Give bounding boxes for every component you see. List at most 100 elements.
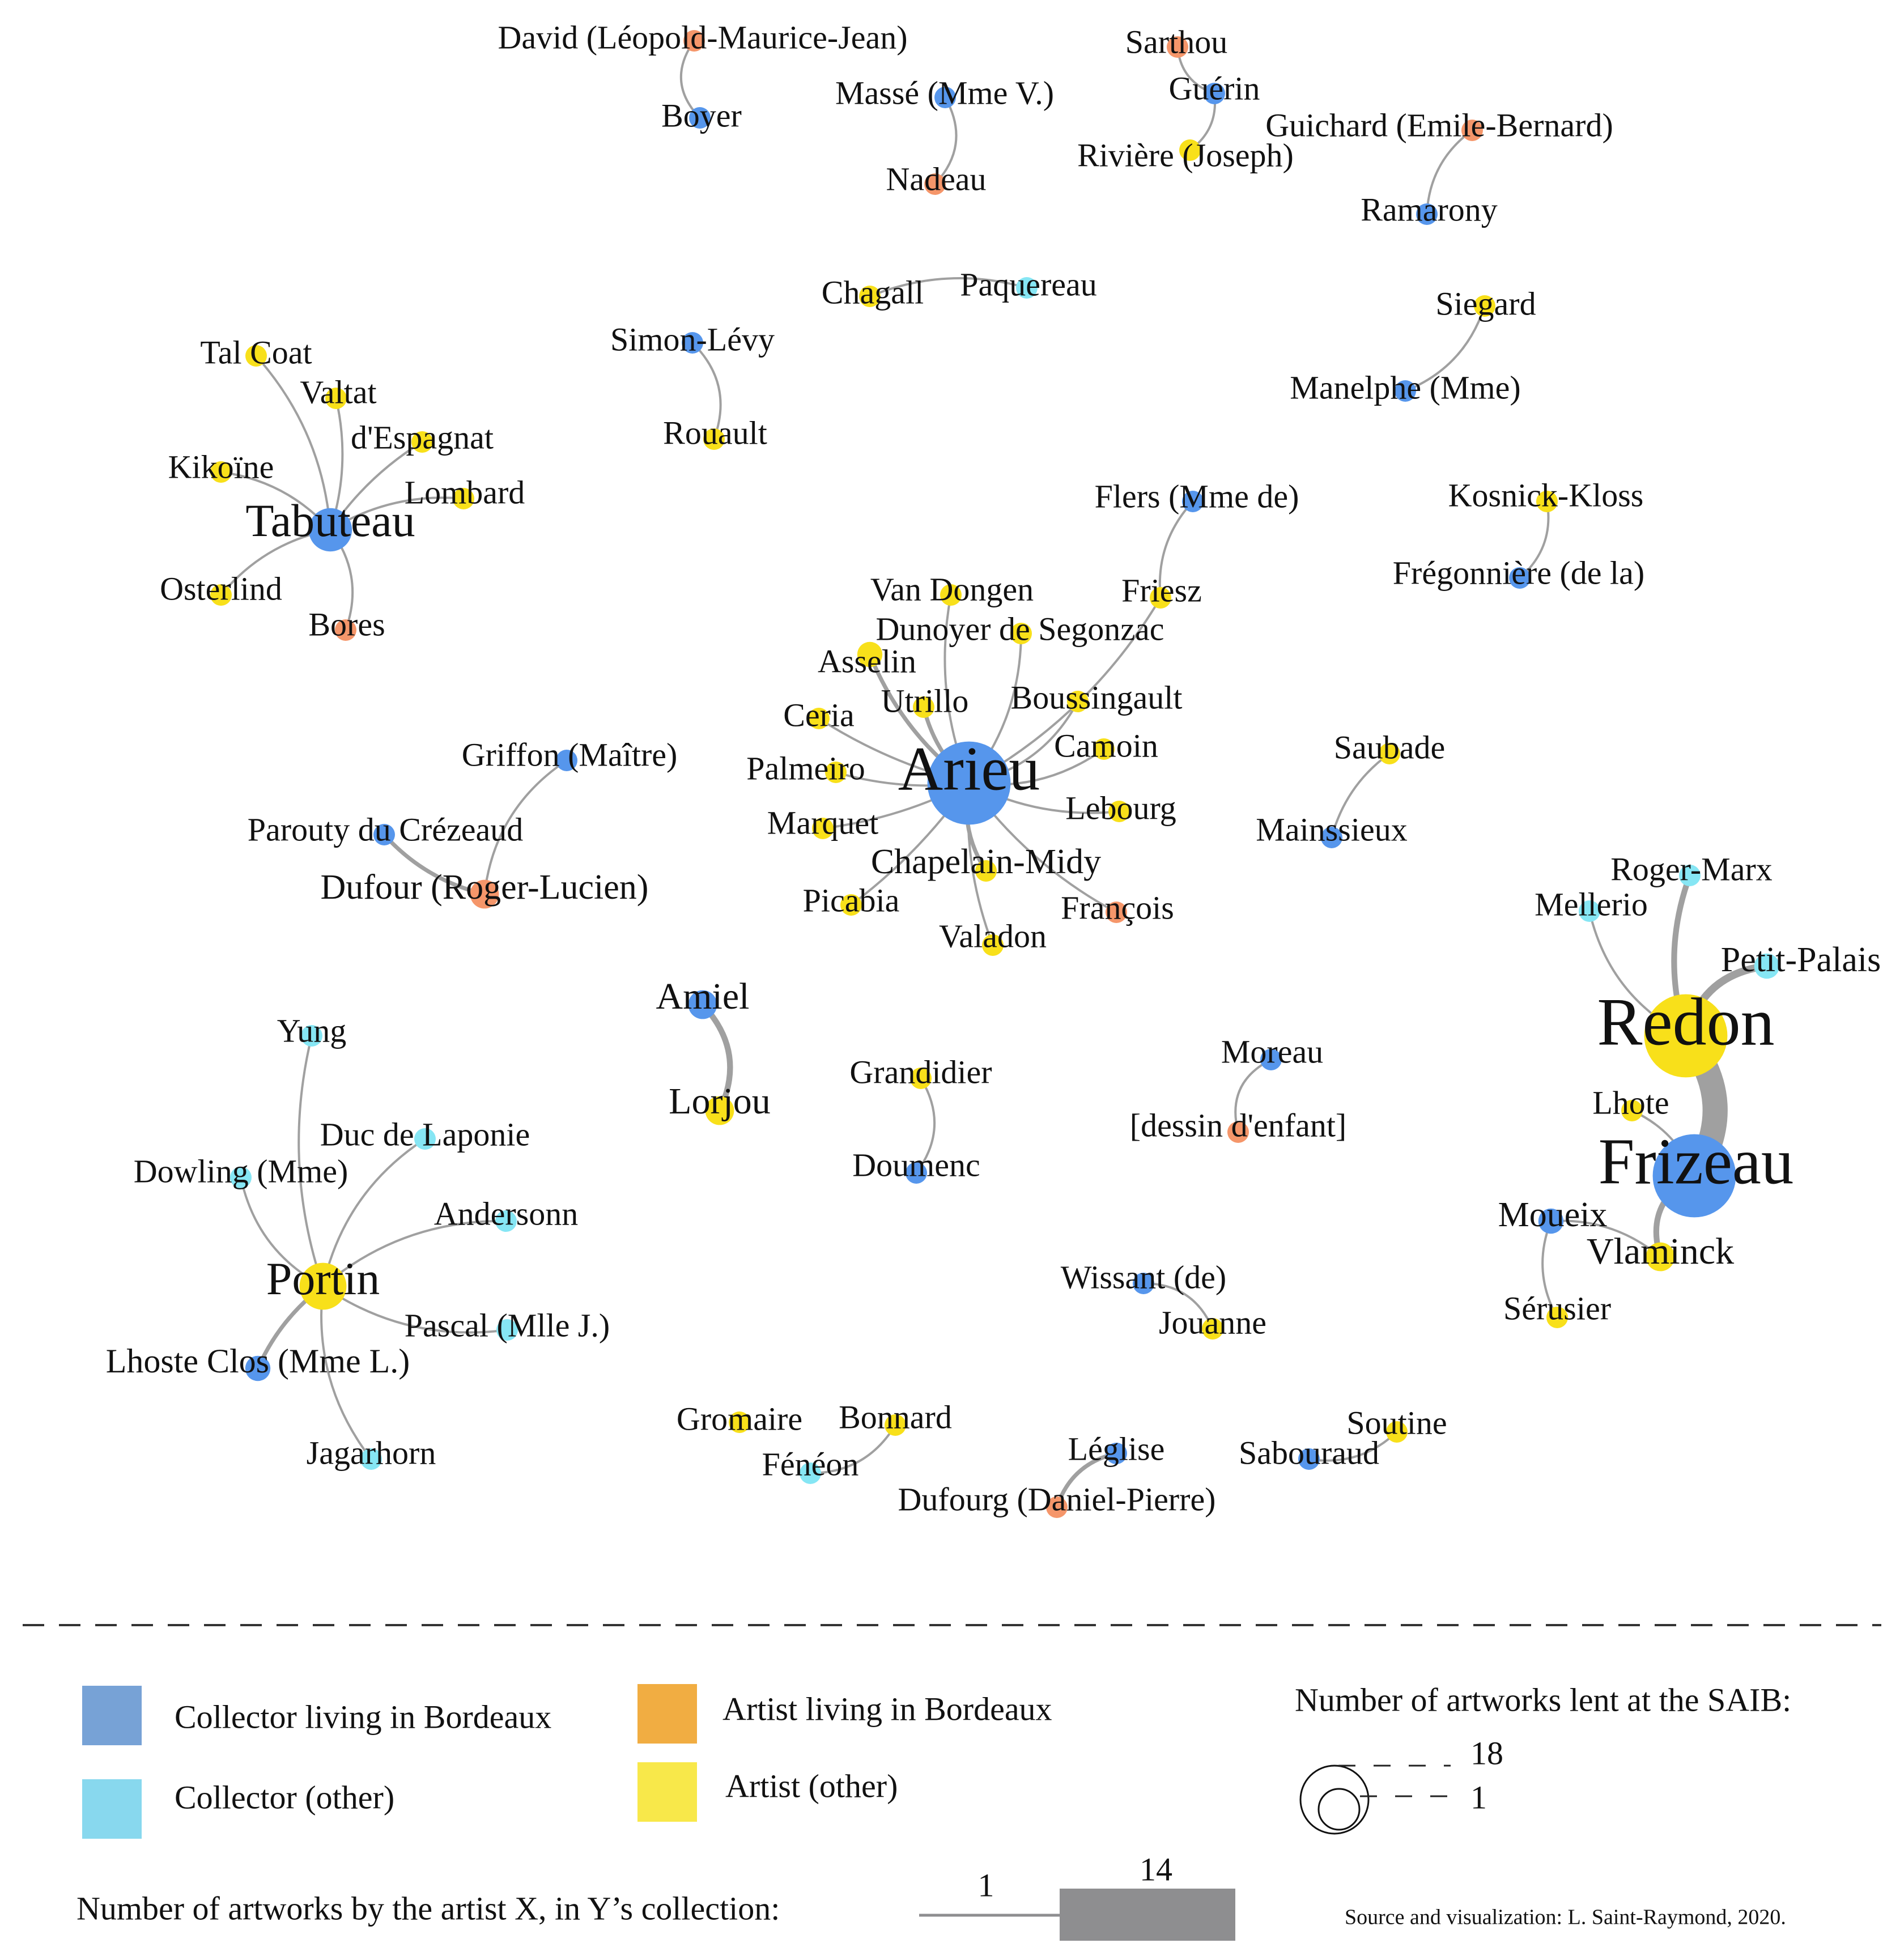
node-fregonniere[interactable] <box>1509 567 1531 589</box>
node-nadeau[interactable] <box>924 173 946 195</box>
node-label-talcoat: Tal Coat <box>200 334 312 371</box>
node-redon[interactable] <box>1644 994 1728 1078</box>
node-moueix[interactable] <box>1538 1208 1564 1234</box>
node-rogermarx[interactable] <box>1679 865 1701 886</box>
node-lhosteclos[interactable] <box>245 1355 271 1381</box>
edge-guichard-ramarony <box>1426 129 1473 215</box>
node-label-lebourg: Lebourg <box>1065 789 1176 826</box>
node-dessin[interactable] <box>1227 1121 1249 1143</box>
node-portin[interactable] <box>299 1262 347 1310</box>
node-valtat[interactable] <box>325 388 347 409</box>
node-jouanne[interactable] <box>1202 1318 1223 1340</box>
node-label-pascal: Pascal (Mlle J.) <box>405 1307 610 1343</box>
node-kikoine[interactable] <box>210 461 232 483</box>
node-dufour[interactable] <box>470 879 499 909</box>
node-ceria[interactable] <box>808 708 830 729</box>
node-label-masse: Massé (Mme V.) <box>835 74 1054 111</box>
legend-size-circle-max <box>1299 1765 1370 1835</box>
node-dufourg[interactable] <box>1046 1496 1068 1518</box>
node-camoin[interactable] <box>1093 738 1115 760</box>
node-label-redon: Redon <box>1597 984 1774 1060</box>
node-tabuteau[interactable] <box>308 508 352 552</box>
node-label-andersonn: Andersonn <box>434 1195 579 1232</box>
node-label-fregonniere: Frégonnière (de la) <box>1393 554 1644 591</box>
node-chagall[interactable] <box>859 286 881 307</box>
node-manelphe[interactable] <box>1395 380 1416 402</box>
node-doumenc[interactable] <box>906 1162 927 1184</box>
node-mellerio[interactable] <box>1579 900 1600 922</box>
node-despagnat[interactable] <box>411 431 433 453</box>
node-marquet[interactable] <box>812 818 834 839</box>
node-boussingault[interactable] <box>1067 691 1089 712</box>
node-masse[interactable] <box>934 87 956 108</box>
node-palmeiro[interactable] <box>825 762 847 783</box>
node-feneon[interactable] <box>800 1462 821 1484</box>
node-label-griffon: Griffon (Maître) <box>462 736 678 773</box>
node-guichard[interactable] <box>1461 120 1483 141</box>
node-saubade[interactable] <box>1379 743 1400 764</box>
node-pascal[interactable] <box>496 1319 518 1341</box>
node-andersonn[interactable] <box>495 1210 517 1232</box>
node-petitpalais[interactable] <box>1754 953 1780 979</box>
node-mainssieux[interactable] <box>1321 827 1342 848</box>
node-siegard[interactable] <box>1474 295 1495 317</box>
legend-label-collector-other: Collector (other) <box>175 1779 394 1816</box>
node-riviere[interactable] <box>1179 139 1201 161</box>
node-chapelain[interactable] <box>975 860 997 882</box>
node-label-saubade: Saubade <box>1334 729 1446 766</box>
node-amiel[interactable] <box>688 990 717 1019</box>
node-talcoat[interactable] <box>245 345 267 367</box>
node-leglise[interactable] <box>1106 1443 1127 1464</box>
node-jagarhorn[interactable] <box>360 1448 382 1470</box>
node-simonlevy[interactable] <box>682 332 703 354</box>
node-duclaponie[interactable] <box>414 1128 436 1150</box>
node-dunoyer[interactable] <box>1010 623 1032 644</box>
node-griffon[interactable] <box>556 750 577 771</box>
node-label-bonnard: Bonnard <box>839 1398 952 1435</box>
node-vlaminck[interactable] <box>1646 1242 1675 1272</box>
node-wissant[interactable] <box>1133 1273 1154 1294</box>
node-moreau[interactable] <box>1260 1049 1282 1070</box>
node-bonnard[interactable] <box>885 1414 906 1436</box>
node-flers[interactable] <box>1182 491 1204 512</box>
node-paquereau[interactable] <box>1016 277 1038 299</box>
node-serusier[interactable] <box>1546 1307 1568 1328</box>
node-soutine[interactable] <box>1386 1421 1408 1443</box>
node-arieu[interactable] <box>927 741 1011 825</box>
node-francois[interactable] <box>1106 902 1127 923</box>
node-parouty[interactable] <box>373 824 395 845</box>
node-frizeau[interactable] <box>1652 1134 1736 1218</box>
node-valadon[interactable] <box>982 934 1004 956</box>
node-yung[interactable] <box>301 1025 322 1047</box>
edge-moreau-dessin <box>1234 1058 1272 1133</box>
node-gromaire[interactable] <box>729 1411 750 1433</box>
edge-saubade-mainssieux <box>1331 752 1391 839</box>
node-sabouraud[interactable] <box>1298 1448 1320 1470</box>
node-utrillo[interactable] <box>913 696 934 718</box>
node-lhote[interactable] <box>1621 1100 1643 1121</box>
node-lebourg[interactable] <box>1108 801 1130 822</box>
node-label-amiel: Amiel <box>656 976 750 1017</box>
node-friesz[interactable] <box>1150 587 1171 609</box>
node-label-boussingault: Boussingault <box>1011 679 1183 716</box>
node-sarthou[interactable] <box>1167 36 1188 58</box>
node-kosnick[interactable] <box>1536 491 1558 512</box>
node-dowling[interactable] <box>230 1167 252 1188</box>
node-asselin[interactable] <box>857 641 883 667</box>
node-ramarony[interactable] <box>1416 203 1438 225</box>
node-bores[interactable] <box>335 619 356 641</box>
node-label-osterlind: Osterlind <box>160 570 282 607</box>
node-osterlind[interactable] <box>210 584 232 606</box>
node-lorjou[interactable] <box>705 1096 734 1125</box>
node-lombard[interactable] <box>453 488 474 509</box>
node-label-leglise: Léglise <box>1068 1430 1165 1467</box>
node-david[interactable] <box>683 30 705 52</box>
node-grandidier[interactable] <box>910 1068 932 1089</box>
node-boyer[interactable] <box>689 107 711 129</box>
node-guerin[interactable] <box>1204 83 1225 104</box>
node-vandongen[interactable] <box>940 584 962 606</box>
node-label-lhote: Lhote <box>1592 1084 1669 1121</box>
node-picabia[interactable] <box>840 894 862 916</box>
node-rouault[interactable] <box>703 428 725 450</box>
node-label-mellerio: Mellerio <box>1535 886 1648 922</box>
